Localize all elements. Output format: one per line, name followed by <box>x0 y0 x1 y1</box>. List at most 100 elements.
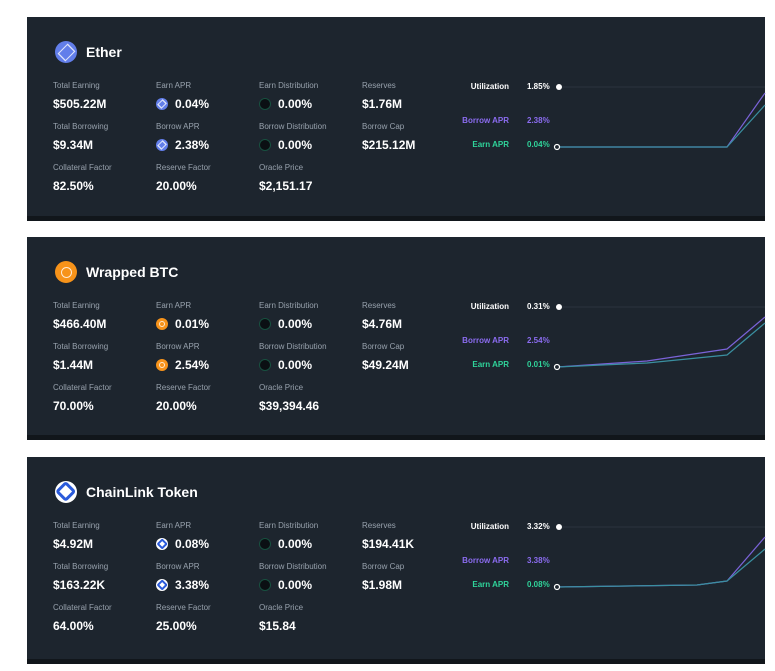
stat-label: Oracle Price <box>259 603 304 612</box>
stat-label: Borrow Distribution <box>259 122 327 131</box>
chart-label: Utilization <box>470 302 509 311</box>
borrow-curve <box>556 536 766 588</box>
stat-value: 2.54% <box>175 358 210 372</box>
stat-label: Total Earning <box>53 301 100 310</box>
stat-label: Collateral Factor <box>53 383 112 392</box>
asset-icon-inner <box>159 362 165 368</box>
stat-label: Borrow Distribution <box>259 562 327 571</box>
stat-value: 25.00% <box>156 619 197 633</box>
stat-value: 3.38% <box>175 578 210 592</box>
stat-label: Reserve Factor <box>156 383 211 392</box>
asset-icon <box>156 98 168 110</box>
chart-value: 0.01% <box>527 360 550 369</box>
stat-label: Total Borrowing <box>53 562 109 571</box>
stat-label: Total Earning <box>53 521 100 530</box>
earn-dot <box>553 583 561 591</box>
asset-icon <box>55 261 77 283</box>
utilization-dot <box>556 524 562 530</box>
chart-label: Borrow APR <box>462 116 509 125</box>
stat-value: 0.00% <box>278 578 313 592</box>
chart-value: 0.08% <box>527 580 550 589</box>
market-name: ChainLink Token <box>86 484 198 500</box>
reward-icon <box>259 318 271 330</box>
reward-icon <box>259 579 271 591</box>
stat-value: 0.00% <box>278 138 313 152</box>
stat-value: $215.12M <box>362 138 416 152</box>
stat-label: Oracle Price <box>259 383 304 392</box>
asset-icon <box>156 359 168 371</box>
market-name: Wrapped BTC <box>86 264 179 280</box>
asset-icon-inner <box>55 481 77 503</box>
stat-label: Reserves <box>362 301 396 310</box>
stat-label: Earn Distribution <box>259 301 319 310</box>
stat-label: Reserves <box>362 81 396 90</box>
stat-value: $2,151.17 <box>259 179 313 193</box>
stat-label: Earn APR <box>156 81 192 90</box>
stat-value: 70.00% <box>53 399 94 413</box>
stat-label: Collateral Factor <box>53 163 112 172</box>
stat-label: Borrow APR <box>156 122 200 131</box>
stat-value: 0.00% <box>278 537 313 551</box>
chart-label: Utilization <box>470 522 509 531</box>
stat-value: $466.40M <box>53 317 107 331</box>
asset-icon-inner <box>157 99 167 109</box>
stat-value: 20.00% <box>156 179 197 193</box>
stat-label: Total Borrowing <box>53 122 109 131</box>
stat-label: Borrow Cap <box>362 122 405 131</box>
asset-icon-inner <box>57 43 75 61</box>
earn-dot <box>553 143 561 151</box>
stat-value: $1.76M <box>362 97 403 111</box>
stat-value: 0.00% <box>278 97 313 111</box>
chart-value: 1.85% <box>527 82 550 91</box>
stat-value: 64.00% <box>53 619 94 633</box>
earn-curve <box>556 548 766 588</box>
stat-label: Earn Distribution <box>259 81 319 90</box>
stat-label: Oracle Price <box>259 163 304 172</box>
utilization-dot <box>556 304 562 310</box>
asset-icon-inner <box>156 579 168 591</box>
chart-label: Borrow APR <box>462 556 509 565</box>
chart-label: Borrow APR <box>462 336 509 345</box>
stat-value: 20.00% <box>156 399 197 413</box>
asset-icon <box>156 538 168 550</box>
stat-value: 0.04% <box>175 97 210 111</box>
asset-icon <box>156 318 168 330</box>
reward-icon <box>259 359 271 371</box>
asset-icon <box>156 579 168 591</box>
chart-label: Earn APR <box>472 360 509 369</box>
stat-value: $194.41K <box>362 537 415 551</box>
stat-value: $9.34M <box>53 138 94 152</box>
stat-value: 82.50% <box>53 179 94 193</box>
chart-value: 2.38% <box>527 116 550 125</box>
reward-icon <box>259 98 271 110</box>
stat-value: 0.08% <box>175 537 210 551</box>
stat-label: Reserve Factor <box>156 163 211 172</box>
reward-icon <box>259 139 271 151</box>
market-card: Wrapped BTC Total Earning $466.40M Earn APR… <box>27 237 766 440</box>
chart-value: 3.38% <box>527 556 550 565</box>
utilization-dot <box>556 84 562 90</box>
stat-value: $163.22K <box>53 578 106 592</box>
stat-label: Borrow APR <box>156 342 200 351</box>
asset-icon <box>55 41 77 63</box>
stat-label: Borrow Distribution <box>259 342 327 351</box>
stat-value: $49.24M <box>362 358 409 372</box>
stat-label: Total Borrowing <box>53 342 109 351</box>
chart-value: 0.31% <box>527 302 550 311</box>
stat-label: Earn Distribution <box>259 521 319 530</box>
stat-value: 0.01% <box>175 317 210 331</box>
chart-label: Earn APR <box>472 140 509 149</box>
earn-curve <box>557 104 766 148</box>
market-name: Ether <box>86 44 122 60</box>
stat-value: $4.76M <box>362 317 403 331</box>
rate-curve <box>553 304 766 371</box>
asset-icon-inner <box>157 140 167 150</box>
stat-value: $39,394.46 <box>259 399 320 413</box>
stat-value: $15.84 <box>259 619 296 633</box>
stat-value: $4.92M <box>53 537 94 551</box>
stat-label: Borrow Cap <box>362 342 405 351</box>
asset-icon-inner <box>159 321 165 327</box>
market-card: ChainLink Token Total Earning $4.92M Earn A… <box>27 457 766 664</box>
stat-value: $1.98M <box>362 578 403 592</box>
